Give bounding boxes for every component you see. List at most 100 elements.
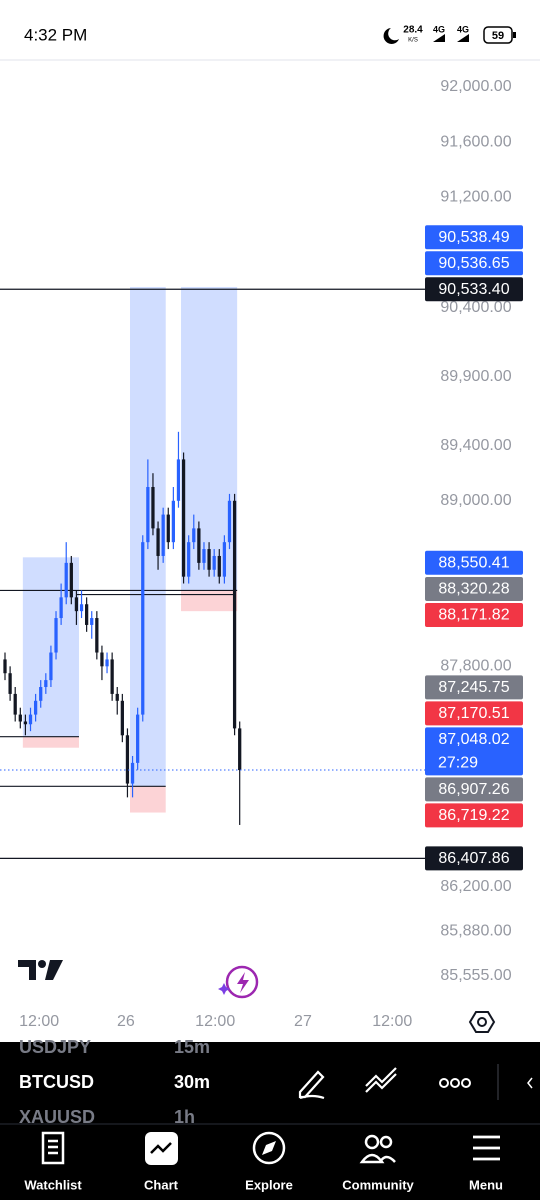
candle-body — [44, 680, 48, 688]
price-tag-label: 88,550.41 — [438, 555, 509, 572]
x-tick-label: 27 — [294, 1013, 312, 1030]
nav-item[interactable]: Chart — [144, 1177, 179, 1192]
candle-body — [95, 618, 99, 653]
nav-item[interactable]: Explore — [245, 1177, 293, 1192]
x-tick-label: 12:00 — [195, 1013, 235, 1030]
y-tick-label: 91,200.00 — [440, 189, 511, 206]
collapse-button[interactable] — [527, 1077, 533, 1089]
draw-tool[interactable] — [298, 1070, 325, 1100]
net-speed: 28.4 — [403, 25, 423, 36]
candle-body — [151, 486, 155, 529]
interval[interactable]: 15m — [174, 1037, 210, 1057]
candle-body — [23, 721, 28, 725]
y-tick-label: 87,800.00 — [440, 658, 511, 675]
price-tag — [425, 603, 523, 628]
status-bar — [0, 0, 540, 60]
candle-body — [115, 693, 119, 701]
price-tag — [425, 727, 523, 776]
y-tick-label: 85,555.00 — [440, 967, 511, 984]
lightning-button[interactable] — [218, 965, 259, 999]
price-tag-label: 88,171.82 — [438, 607, 509, 624]
signal-icon — [457, 34, 469, 42]
candle-body — [176, 459, 181, 501]
y-tick-label: 89,000.00 — [440, 492, 511, 509]
candle-body — [74, 597, 79, 612]
candle-body — [227, 500, 232, 543]
price-tag — [425, 701, 523, 726]
x-tick-label: 12:00 — [19, 1013, 59, 1030]
network: 4G — [433, 24, 445, 34]
chart: 92,000.00 91,600.00 91,200.00 90,400.00 89,9… — [0, 78, 523, 1030]
candle-body — [141, 542, 145, 715]
battery — [483, 26, 513, 44]
status-time: 4:32 PM — [24, 25, 87, 44]
candle-body — [49, 652, 53, 681]
price-tag — [425, 577, 523, 602]
settings-button[interactable] — [468, 1011, 496, 1033]
target-zone — [181, 286, 238, 591]
candle-body — [207, 549, 211, 570]
interval[interactable]: 30m — [174, 1072, 210, 1092]
candle-body — [125, 735, 130, 784]
price-tag — [425, 550, 523, 575]
price-tag — [425, 251, 523, 276]
candle-body — [192, 528, 196, 543]
interval[interactable]: 1h — [174, 1107, 195, 1127]
x-tick-label: 12:00 — [372, 1013, 412, 1030]
nav-item[interactable]: Watchlist — [24, 1177, 82, 1192]
symbol[interactable]: USDJPY — [19, 1037, 91, 1057]
y-tick-label: 90,400.00 — [440, 299, 511, 316]
moon-icon — [383, 28, 399, 44]
countdown: 27:29 — [438, 755, 478, 772]
symbol[interactable]: XAUUSD — [19, 1107, 95, 1127]
symbol-list: USDJPY 15m BTCUSD 30m XAUUSD 1h — [19, 1037, 210, 1127]
price-tag-label: 86,407.86 — [438, 850, 509, 867]
candle-body — [197, 528, 201, 563]
battery-tip — [513, 32, 516, 38]
stop-zone — [181, 590, 238, 612]
y-tick-label: 92,000.00 — [440, 78, 511, 95]
candle-body — [156, 528, 160, 556]
y-tick-label: 89,900.00 — [440, 368, 511, 385]
candle-body — [69, 562, 73, 598]
signal-icon — [433, 34, 445, 42]
price-tag — [425, 675, 523, 700]
price-tag-label: 86,719.22 — [438, 807, 509, 824]
candle-body — [39, 687, 43, 701]
price-tag-label: 90,533.40 — [438, 281, 509, 298]
candle-body — [136, 714, 140, 763]
candle-body — [90, 618, 94, 625]
price-tag-label: 87,048.02 — [438, 731, 509, 748]
price-tag-label: 86,907.26 — [438, 781, 509, 798]
candle-body — [64, 562, 68, 598]
nav-bar: Watchlist Chart Explore Community Menu — [24, 1177, 503, 1192]
nav-item[interactable]: Community — [342, 1177, 414, 1192]
more-button[interactable] — [439, 1078, 471, 1088]
battery-level: 59 — [492, 30, 504, 42]
candle-body — [187, 542, 191, 577]
nav-item[interactable]: Menu — [469, 1177, 503, 1192]
y-tick-label: 89,400.00 — [440, 437, 511, 454]
candle-body — [54, 618, 58, 653]
candle-body — [161, 514, 165, 556]
candle-body — [8, 673, 12, 694]
stop-zone — [22, 736, 79, 748]
price-tag-label: 88,320.28 — [438, 581, 509, 598]
candle-body — [181, 459, 186, 577]
candle-body — [120, 700, 124, 736]
toolbar — [298, 1064, 533, 1100]
price-tag — [425, 225, 523, 250]
y-tick-label: 85,880.00 — [440, 922, 511, 939]
x-tick-label: 26 — [117, 1013, 135, 1030]
symbol[interactable]: BTCUSD — [19, 1072, 94, 1092]
net-speed-unit: K/S — [408, 38, 418, 44]
price-tag-label: 87,170.51 — [438, 705, 509, 722]
price-tag-label: 90,536.65 — [438, 255, 509, 272]
price-tag-label: 90,538.49 — [438, 229, 509, 246]
candle-body — [166, 514, 170, 543]
candle-body — [59, 597, 63, 619]
indicator-tool[interactable] — [365, 1067, 397, 1093]
candle-body — [217, 555, 221, 577]
network: 4G — [457, 24, 469, 34]
